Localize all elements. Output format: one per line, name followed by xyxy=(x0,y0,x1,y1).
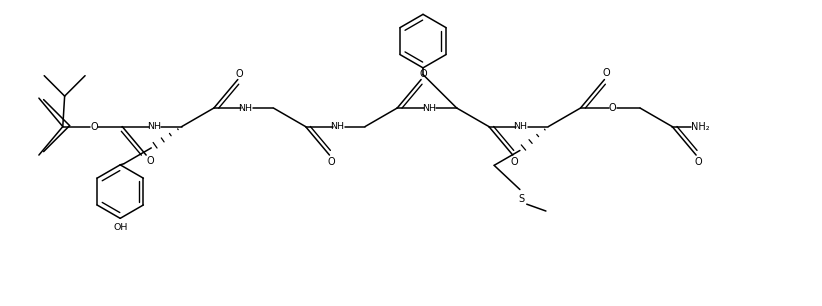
Text: O: O xyxy=(695,157,702,167)
Text: NH: NH xyxy=(330,122,344,131)
Text: O: O xyxy=(90,121,98,132)
Text: O: O xyxy=(328,157,335,167)
Text: OH: OH xyxy=(113,223,127,232)
Text: O: O xyxy=(146,156,154,166)
Text: NH: NH xyxy=(147,122,161,131)
Text: O: O xyxy=(236,69,243,79)
Text: O: O xyxy=(603,68,610,78)
Text: NH: NH xyxy=(238,103,252,113)
Text: NH: NH xyxy=(422,103,436,113)
Text: NH: NH xyxy=(514,122,528,131)
Text: NH₂: NH₂ xyxy=(690,121,709,132)
Text: O: O xyxy=(419,69,427,79)
Text: O: O xyxy=(608,103,616,113)
Text: O: O xyxy=(511,157,519,167)
Text: S: S xyxy=(519,194,525,204)
